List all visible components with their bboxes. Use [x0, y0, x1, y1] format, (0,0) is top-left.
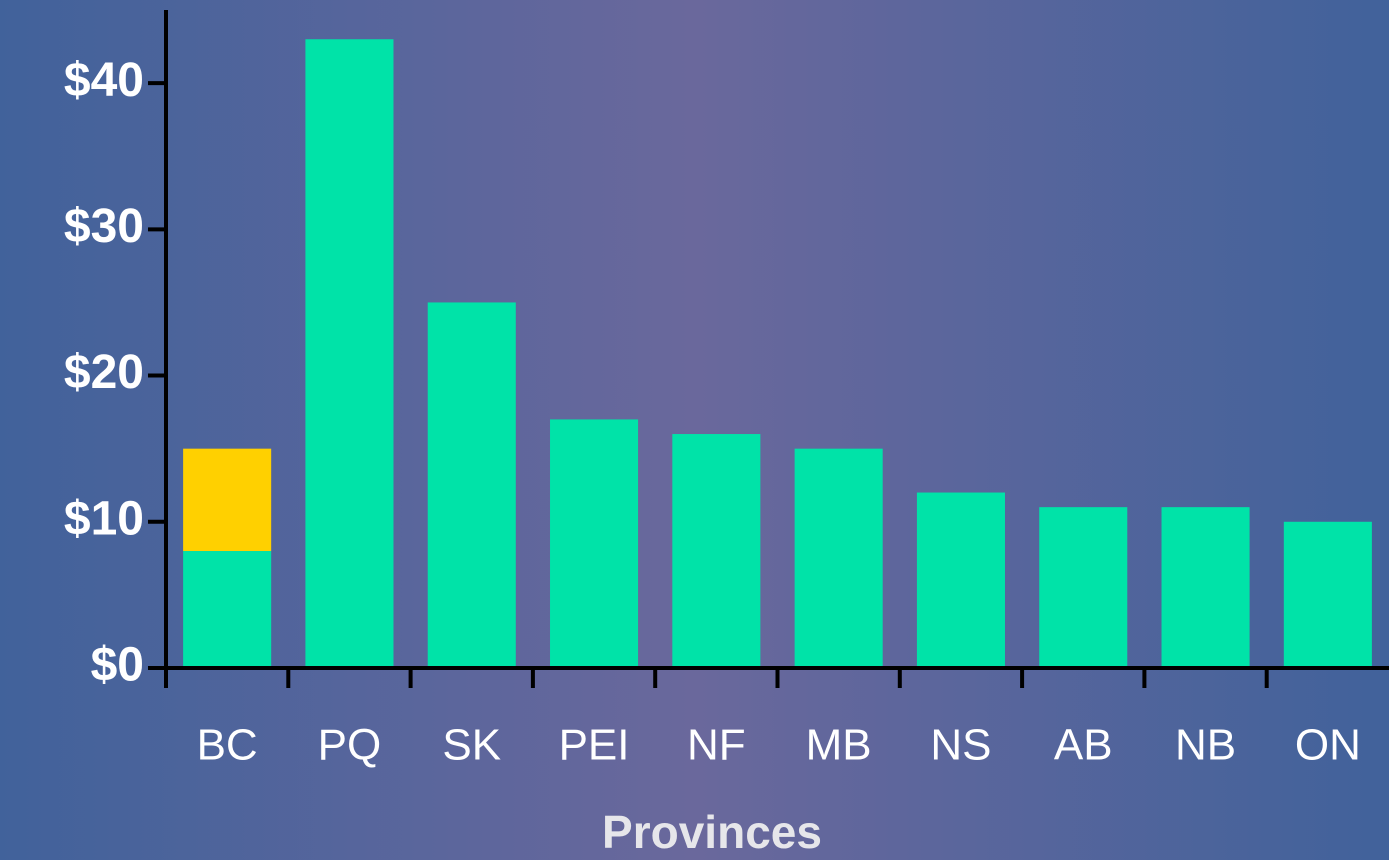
bar — [427, 302, 516, 668]
x-axis-label: Provinces — [602, 806, 822, 858]
x-tick-label: SK — [442, 721, 501, 770]
y-tick-label: $40 — [64, 54, 144, 107]
bar — [672, 434, 761, 668]
bar — [183, 448, 272, 552]
y-tick-label: $10 — [64, 492, 144, 545]
bar — [1283, 521, 1372, 668]
y-tick-label: $30 — [64, 200, 144, 253]
x-tick-label: MB — [806, 721, 872, 770]
bar — [183, 551, 272, 668]
x-tick-label: NB — [1175, 721, 1236, 770]
bar — [1161, 507, 1250, 668]
x-tick-label: PQ — [318, 721, 382, 770]
bar — [794, 448, 883, 668]
bar — [550, 419, 639, 668]
x-tick-label: AB — [1054, 721, 1113, 770]
x-tick-label: ON — [1295, 721, 1361, 770]
x-tick-label: PEI — [559, 721, 630, 770]
x-tick-label: BC — [197, 721, 258, 770]
x-tick-label: NF — [687, 721, 746, 770]
y-tick-label: $20 — [64, 346, 144, 399]
bar — [916, 492, 1005, 668]
bar — [1039, 507, 1128, 668]
x-tick-label: NS — [930, 721, 991, 770]
bar — [305, 39, 394, 668]
y-tick-label: $0 — [91, 639, 144, 692]
